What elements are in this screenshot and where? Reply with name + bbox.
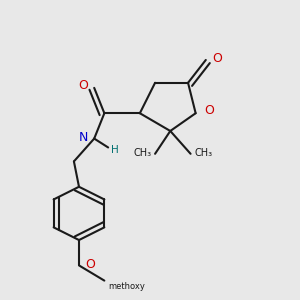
Text: O: O xyxy=(205,104,214,117)
Text: H: H xyxy=(111,145,119,155)
Text: O: O xyxy=(85,258,95,271)
Text: O: O xyxy=(78,79,88,92)
Text: O: O xyxy=(212,52,222,65)
Text: CH₃: CH₃ xyxy=(194,148,212,158)
Text: N: N xyxy=(79,131,88,144)
Text: CH₃: CH₃ xyxy=(133,148,151,158)
Text: methoxy: methoxy xyxy=(108,282,145,291)
